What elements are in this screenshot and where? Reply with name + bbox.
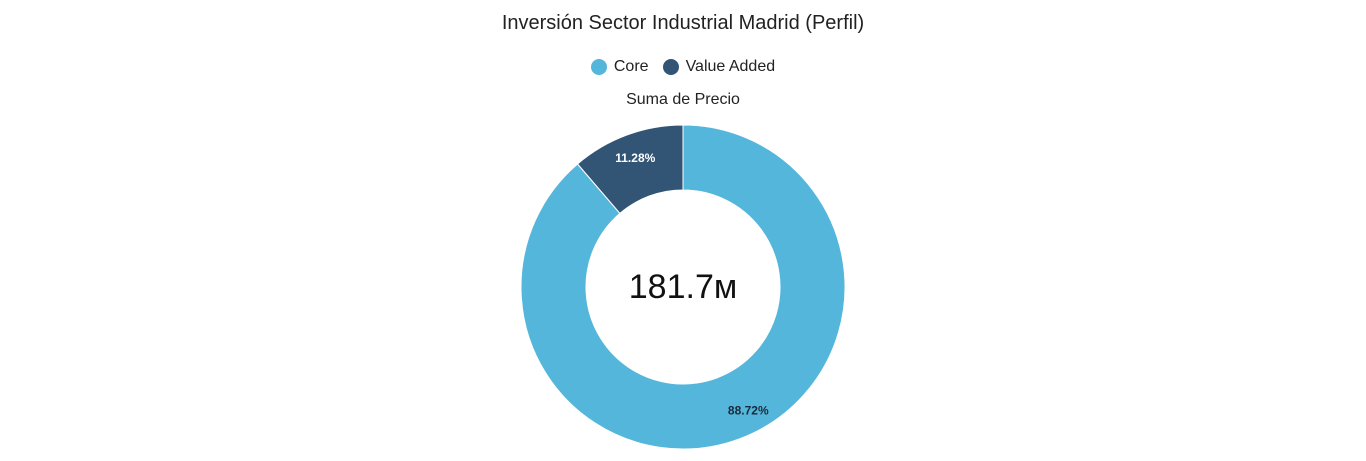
- donut-labels: 88.72% 11.28%: [615, 151, 769, 417]
- legend-label-core: Core: [613, 58, 649, 75]
- legend-label-value-added: Value Added: [685, 58, 776, 75]
- donut-slice-value-added[interactable]: [576, 124, 684, 215]
- legend-swatch-value-added: [662, 59, 679, 75]
- legend-item-core[interactable]: Core: [590, 57, 649, 77]
- donut-slices: [520, 124, 846, 450]
- legend-swatch-core: [590, 59, 607, 75]
- chart-legend: Core Value Added: [0, 57, 1366, 77]
- data-label-core: 88.72%: [728, 403, 769, 417]
- data-label-value-added: 11.28%: [615, 151, 655, 165]
- measure-label: Suma de Precio: [626, 91, 740, 108]
- donut-slice-core[interactable]: [520, 124, 846, 450]
- chart-title: Inversión Sector Industrial Madrid (Perf…: [501, 12, 865, 34]
- center-total-value: 181.7м: [629, 268, 737, 306]
- legend-item-value-added[interactable]: Value Added: [662, 57, 776, 77]
